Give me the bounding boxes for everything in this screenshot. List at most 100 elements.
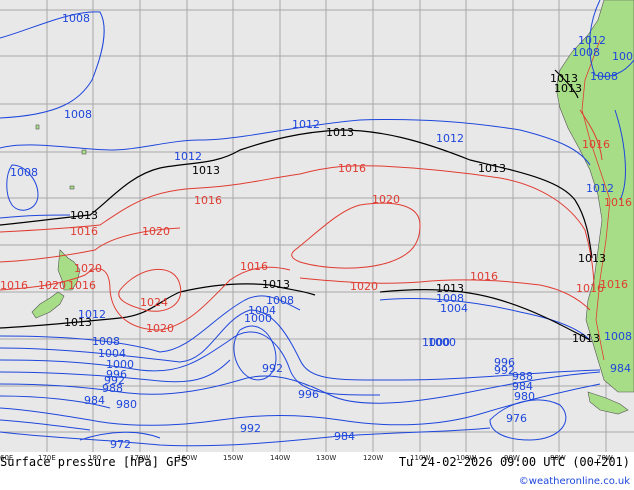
isobar-label: 1016 — [240, 260, 268, 273]
isobar-label: 1013 — [554, 82, 582, 95]
isobar-label: 1000 — [428, 336, 456, 349]
island-c — [69, 185, 75, 190]
isobar-label: 1008 — [266, 294, 294, 307]
isobar-label: 1008 — [10, 166, 38, 179]
isobar-labels-low: 1008 1008 1008 1012 1012 1012 1008 1004 … — [10, 12, 634, 451]
land — [31, 0, 634, 415]
southern-islands — [587, 391, 629, 415]
isobar-label: 1013 — [436, 282, 464, 295]
isobar-label: 1000 — [106, 358, 134, 371]
isobar-label: 1013 — [478, 162, 506, 175]
isobars-standard — [0, 69, 593, 341]
isobar-label: 1016 — [70, 225, 98, 238]
lon-tick: 150W — [223, 454, 243, 462]
isobar-label: 1016 — [600, 278, 628, 291]
isobar-label: 1008 — [64, 108, 92, 121]
island-a — [81, 149, 87, 155]
isobar-label: 1012 — [174, 150, 202, 163]
isobar-label: 980 — [514, 390, 535, 403]
isobar-label: 1013 — [578, 252, 606, 265]
isobar-label: 1008 — [590, 70, 618, 83]
isobar-label: 984 — [334, 430, 355, 443]
lon-tick: 90W — [504, 454, 520, 462]
new-zealand-north — [57, 249, 81, 291]
isobar-label: 1013 — [64, 316, 92, 329]
isobar-label: 972 — [110, 438, 131, 451]
isobar-label: 980 — [116, 398, 137, 411]
lon-tick: 140W — [270, 454, 290, 462]
longitude-ticks: 60E 170E 180 170W 160W 150W 140W 130W 12… — [0, 454, 613, 462]
lon-tick: 70W — [597, 454, 613, 462]
isobar-label: 1016 — [68, 279, 96, 292]
isobar-label: 1012 — [78, 308, 106, 321]
isobar-label: 1020 — [146, 322, 174, 335]
lon-tick: 60E — [0, 454, 13, 462]
isobar-label: 1012 — [586, 182, 614, 195]
lon-tick: 170E — [38, 454, 56, 462]
isobar-label: 1008 — [572, 46, 600, 59]
isobar-label: 1013 — [262, 278, 290, 291]
lon-tick: 110W — [410, 454, 430, 462]
isobar-label: 1013 — [70, 209, 98, 222]
isobar-label: 988 — [102, 382, 123, 395]
south-america — [555, 0, 634, 393]
lon-tick: 80W — [550, 454, 566, 462]
isobar-label: 992 — [494, 364, 515, 377]
isobars-high — [0, 109, 603, 331]
isobar-label: 1016 — [194, 194, 222, 207]
isobar-label: 1000 — [422, 336, 450, 349]
isobar-label: 1020 — [142, 225, 170, 238]
isobar-label: 1016 — [470, 270, 498, 283]
isobar-label: 984 — [512, 380, 533, 393]
isobar-label: 1004 — [248, 304, 276, 317]
isobar-label: 1013 — [572, 332, 600, 345]
isobar-labels-standard: 1013 1013 1013 1013 1013 1013 1013 1013 … — [64, 72, 606, 345]
isobar-label: 1016 — [582, 138, 610, 151]
isobar-label: 996 — [494, 356, 515, 369]
isobar-label: 1004 — [440, 302, 468, 315]
isobar-label: 996 — [106, 368, 127, 381]
lon-tick: 100W — [456, 454, 476, 462]
isobar-label: 1020 — [372, 193, 400, 206]
isobar-label: 1000 — [244, 312, 272, 325]
lon-tick: 130W — [316, 454, 336, 462]
isobar-label: 1013 — [326, 126, 354, 139]
lon-tick: 170W — [130, 454, 150, 462]
isobar-label: 1016 — [604, 196, 632, 209]
map-title: Surface pressure [hPa] GFS — [0, 455, 188, 469]
isobar-label: 1012 — [436, 132, 464, 145]
isobar-label: 1008 — [62, 12, 90, 25]
island-b — [35, 124, 40, 130]
isobar-label: 988 — [512, 370, 533, 383]
isobar-label: 1008 — [92, 335, 120, 348]
andes-ridge — [581, 39, 611, 361]
isobar-label: 984 — [610, 362, 631, 375]
isobar-label: 1016 — [576, 282, 604, 295]
credit: ©weatheronline.co.uk — [519, 476, 630, 487]
lon-tick: 120W — [363, 454, 383, 462]
isobar-label: 976 — [506, 412, 527, 425]
isobar-label: 1008 — [604, 330, 632, 343]
isobar-label: 992 — [240, 422, 261, 435]
isobars-low — [0, 0, 634, 447]
isobar-label: 1004 — [98, 347, 126, 360]
lon-tick: 160W — [177, 454, 197, 462]
lon-tick: 180 — [88, 454, 101, 462]
isobar-label: 984 — [84, 394, 105, 407]
isobar-label: 1013 — [192, 164, 220, 177]
isobar-labels-high: 1016 1016 1016 1020 1020 1016 1020 1020 … — [0, 138, 632, 335]
isobar-label: 1013 — [550, 72, 578, 85]
isobar-label: 996 — [298, 388, 319, 401]
graticule — [0, 0, 634, 452]
isobar-label: 1012 — [292, 118, 320, 131]
isobar-label: 992 — [262, 362, 283, 375]
new-zealand-south — [31, 291, 65, 319]
isobar-label: 1020 — [74, 262, 102, 275]
isobar-label: 1024 — [140, 296, 168, 309]
isobar-label: 1020 — [38, 279, 66, 292]
isobar-label: 1020 — [350, 280, 378, 293]
isobar-label: 1008 — [436, 292, 464, 305]
isobar-label: 1016 — [0, 279, 28, 292]
isobar-label: 1016 — [338, 162, 366, 175]
